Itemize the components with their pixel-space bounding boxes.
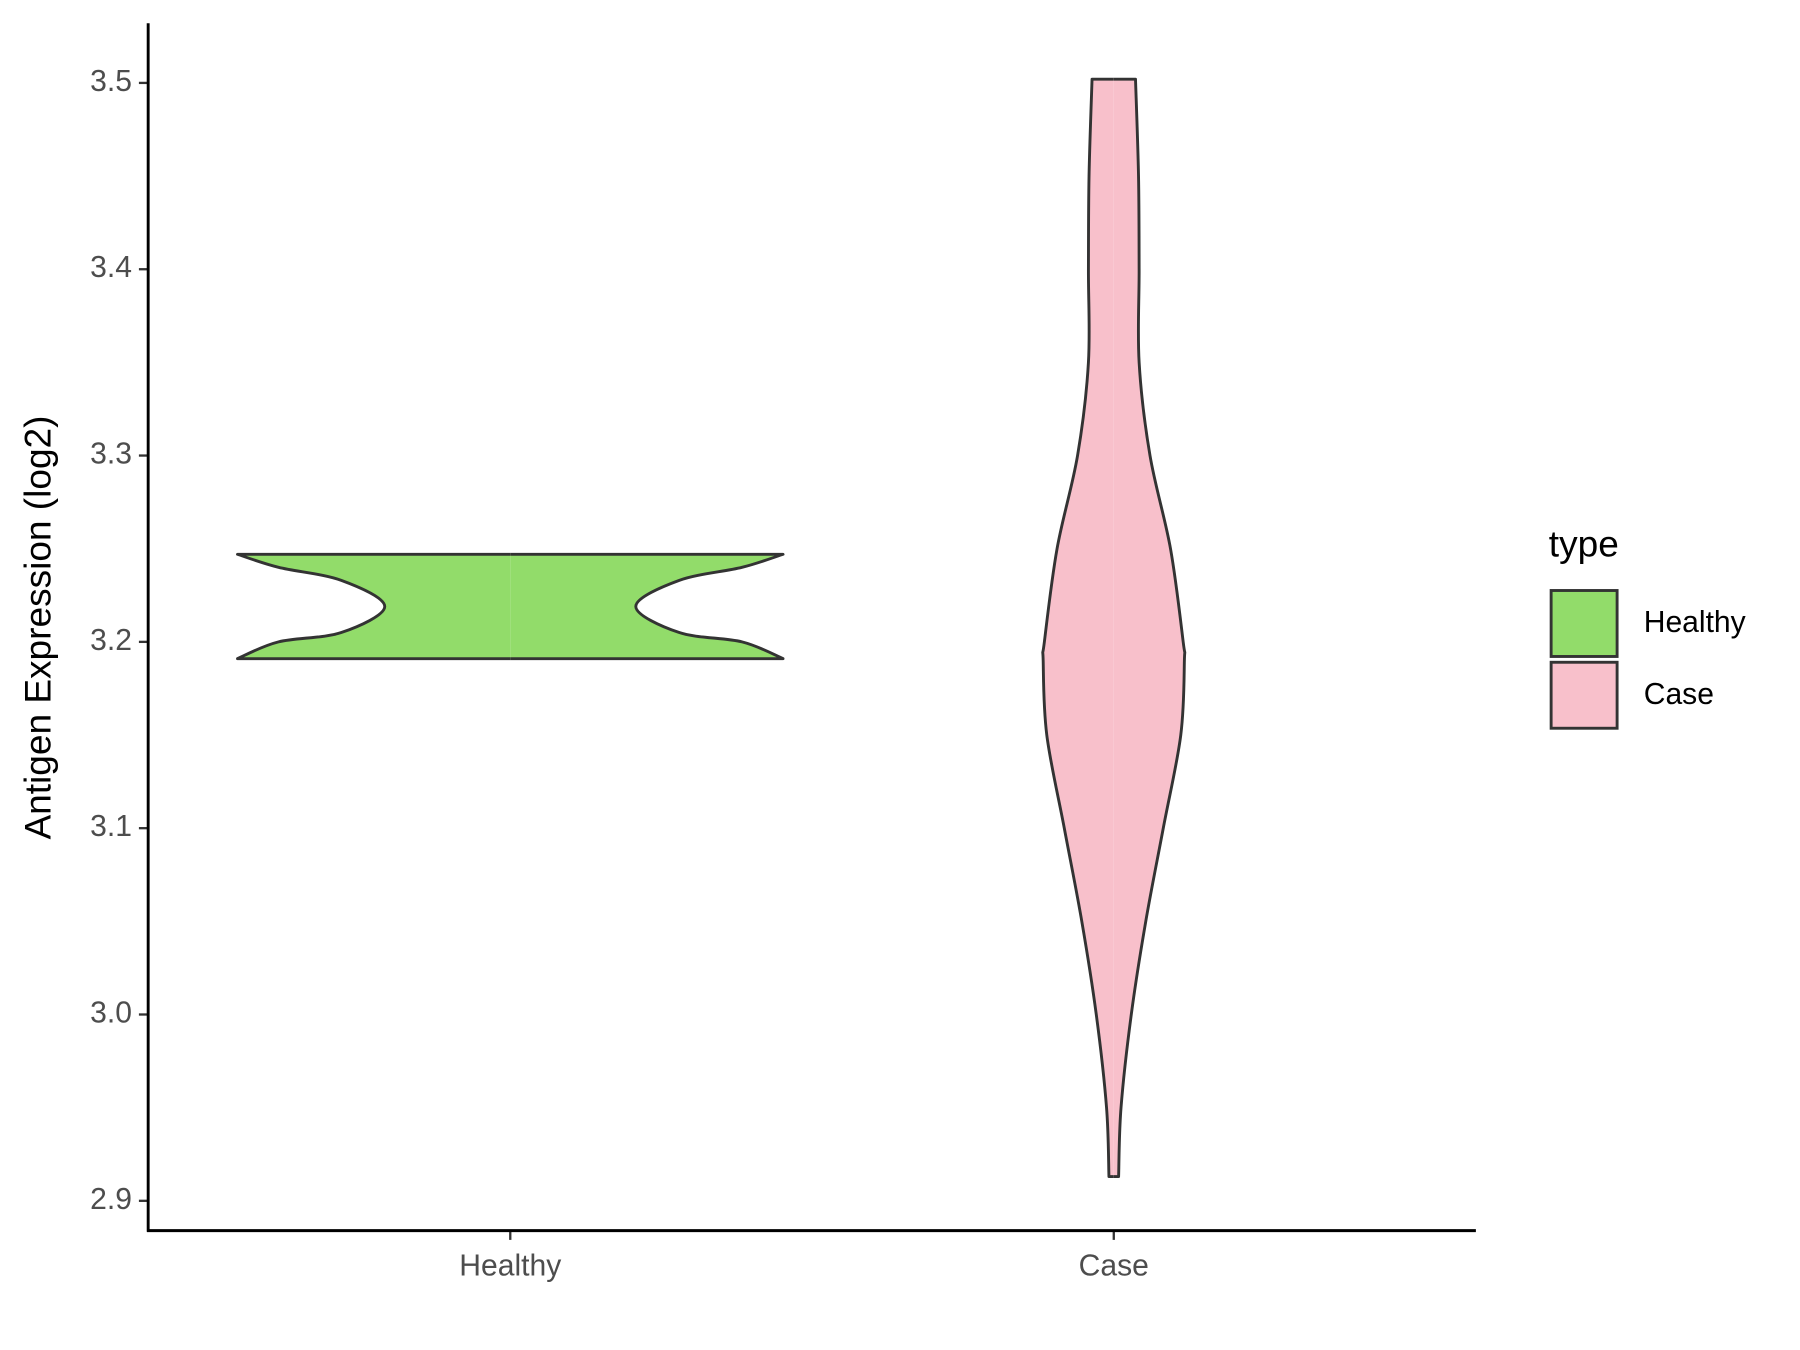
violin-half bbox=[510, 552, 785, 661]
legend-label: Case bbox=[1644, 678, 1714, 711]
legend-label: Healthy bbox=[1644, 606, 1746, 639]
x-tick-label: Case bbox=[1079, 1250, 1149, 1283]
y-tick-label: 3.1 bbox=[90, 810, 132, 843]
legend-title: type bbox=[1549, 522, 1619, 564]
y-tick-label: 3.4 bbox=[90, 251, 132, 284]
y-tick-label: 3.5 bbox=[90, 65, 132, 98]
y-tick-label: 2.9 bbox=[90, 1183, 132, 1216]
y-axis-title: Antigen Expression (log2) bbox=[16, 416, 58, 840]
x-tick-label: Healthy bbox=[459, 1250, 561, 1283]
violin-half bbox=[1113, 77, 1187, 1179]
y-tick-label: 3.2 bbox=[90, 624, 132, 657]
legend-swatch bbox=[1549, 660, 1619, 730]
y-tick-label: 3.3 bbox=[90, 438, 132, 471]
violin-half bbox=[1041, 77, 1114, 1179]
violin-half bbox=[236, 552, 511, 661]
legend-swatch bbox=[1549, 589, 1619, 658]
y-tick-label: 3.0 bbox=[90, 996, 132, 1029]
